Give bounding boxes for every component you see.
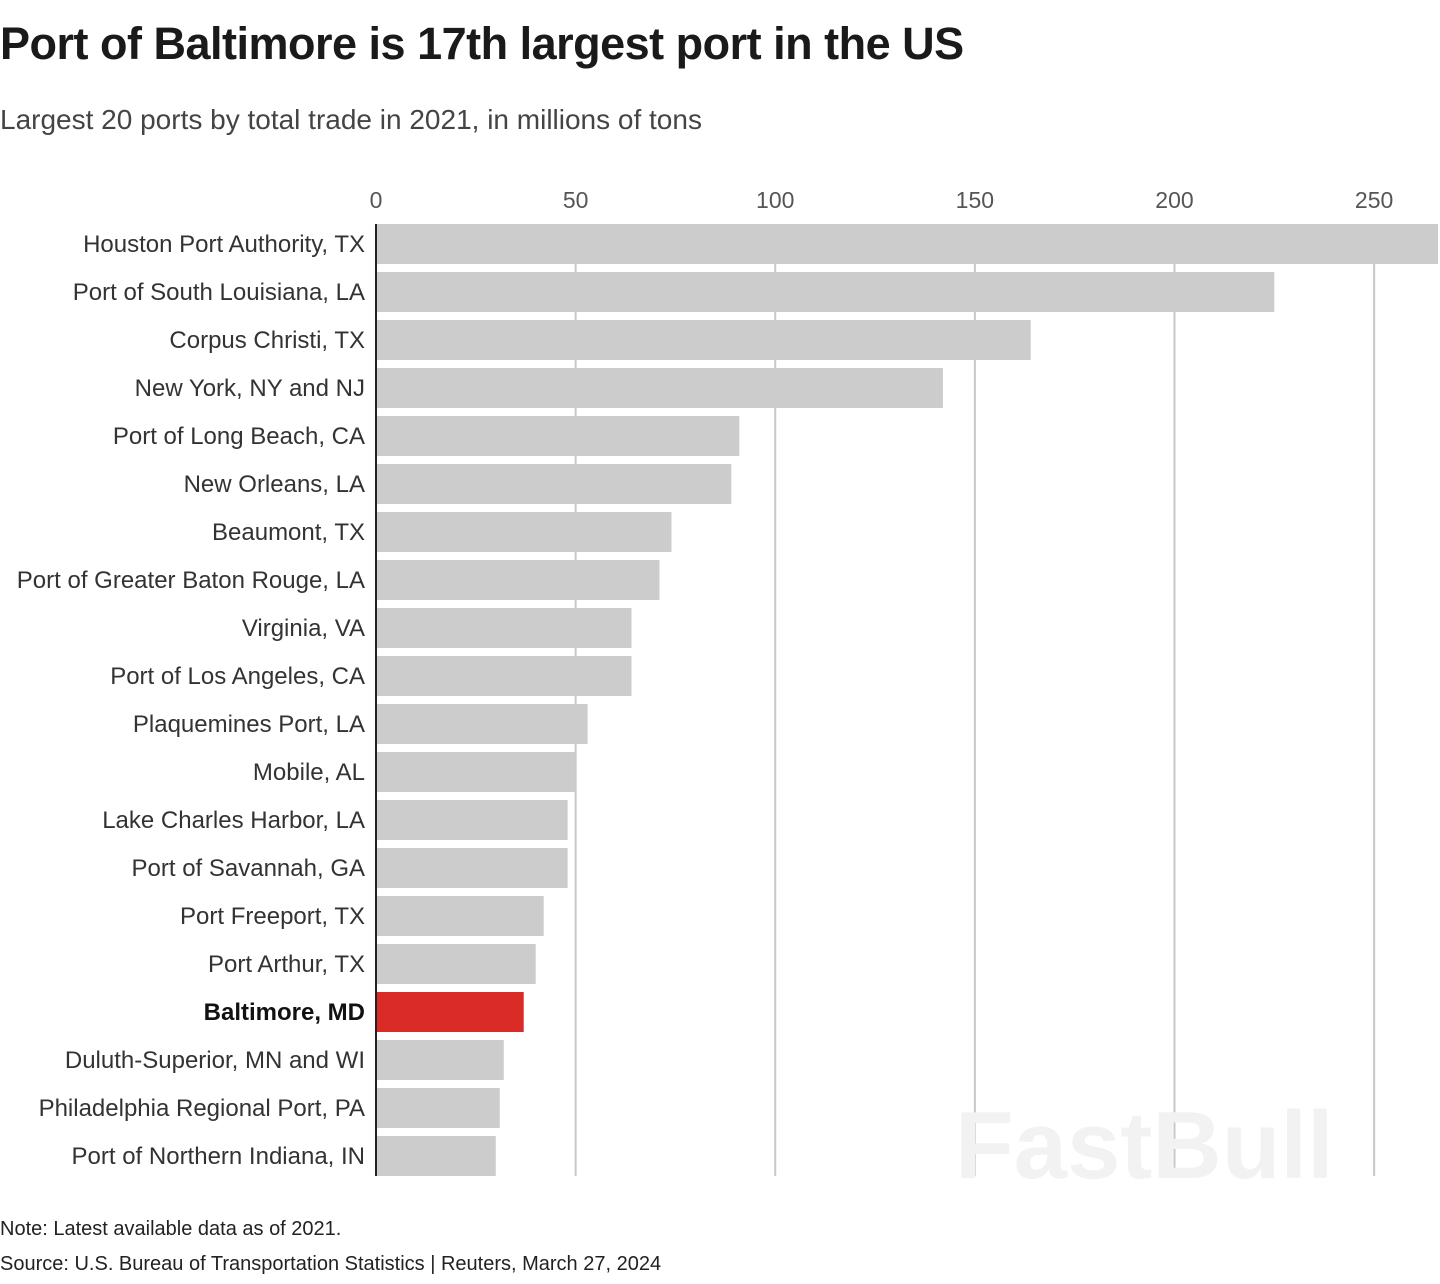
category-labels: Houston Port Authority, TX Port of South …: [17, 231, 365, 1170]
category-label: Baltimore, MD: [204, 999, 365, 1026]
category-label: Port of Los Angeles, CA: [110, 663, 365, 690]
bar: [376, 704, 588, 744]
x-tick-labels: 0 50 100 150 200 250: [370, 187, 1394, 213]
category-label: Lake Charles Harbor, LA: [102, 807, 365, 834]
bar: [376, 368, 943, 408]
x-tick-label: 150: [956, 187, 994, 213]
category-label: Port of South Louisiana, LA: [73, 279, 365, 306]
x-tick-label: 250: [1355, 187, 1393, 213]
category-label: Mobile, AL: [253, 759, 365, 786]
chart-subtitle: Largest 20 ports by total trade in 2021,…: [0, 104, 702, 135]
x-tick-label: 50: [563, 187, 589, 213]
bar: [376, 1040, 504, 1080]
bar: [376, 560, 660, 600]
category-label: Port of Long Beach, CA: [113, 423, 365, 450]
bar: [376, 224, 1438, 264]
bar: [376, 608, 632, 648]
bar: [376, 752, 576, 792]
category-label: Plaquemines Port, LA: [133, 711, 365, 738]
bar: [376, 896, 544, 936]
bars: [376, 224, 1438, 1176]
bar: [376, 464, 732, 504]
footnote: Note: Latest available data as of 2021.: [0, 1218, 342, 1240]
bar: [376, 944, 536, 984]
source-line: Source: U.S. Bureau of Transportation St…: [0, 1253, 662, 1275]
bar: [376, 1088, 500, 1128]
category-label: Philadelphia Regional Port, PA: [39, 1095, 365, 1122]
bar: [376, 512, 672, 552]
bar: [376, 1136, 496, 1176]
category-label: Houston Port Authority, TX: [83, 231, 365, 258]
category-label: New York, NY and NJ: [135, 375, 365, 402]
bar-highlighted: [376, 992, 524, 1032]
bar: [376, 416, 740, 456]
bar: [376, 272, 1275, 312]
category-label: Duluth-Superior, MN and WI: [65, 1047, 365, 1074]
category-label: New Orleans, LA: [184, 471, 365, 498]
category-label: Port Freeport, TX: [180, 903, 365, 930]
bar: [376, 800, 568, 840]
category-label: Port of Savannah, GA: [132, 855, 365, 882]
bar: [376, 320, 1031, 360]
category-label: Corpus Christi, TX: [169, 327, 365, 354]
category-label: Port of Greater Baton Rouge, LA: [17, 567, 365, 594]
watermark: FastBull: [955, 1092, 1334, 1199]
x-tick-label: 200: [1155, 187, 1193, 213]
bar: [376, 848, 568, 888]
chart-title: Port of Baltimore is 17th largest port i…: [0, 18, 964, 69]
gridlines: [574, 224, 1376, 1176]
x-tick-label: 100: [756, 187, 794, 213]
category-label: Port Arthur, TX: [208, 951, 365, 978]
category-label: Beaumont, TX: [212, 519, 365, 546]
category-label: Port of Northern Indiana, IN: [72, 1143, 365, 1170]
category-label: Virginia, VA: [242, 615, 365, 642]
bar: [376, 656, 632, 696]
x-tick-label: 0: [370, 187, 383, 213]
